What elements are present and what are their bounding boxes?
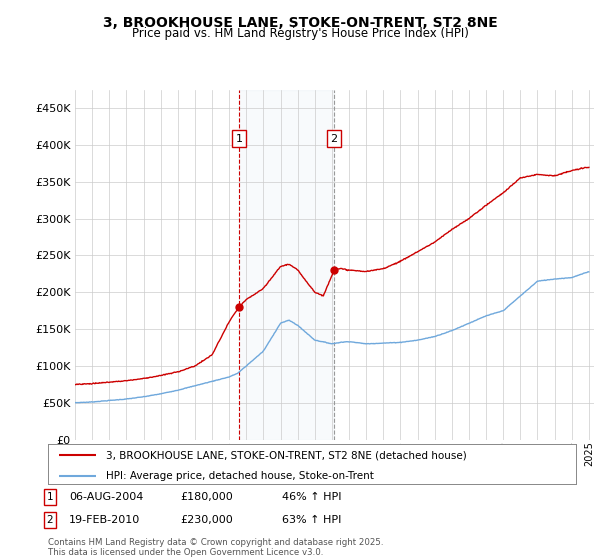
Text: Contains HM Land Registry data © Crown copyright and database right 2025.
This d: Contains HM Land Registry data © Crown c… — [48, 538, 383, 557]
Text: HPI: Average price, detached house, Stoke-on-Trent: HPI: Average price, detached house, Stok… — [106, 470, 374, 480]
Text: 06-AUG-2004: 06-AUG-2004 — [69, 492, 143, 502]
Text: £230,000: £230,000 — [180, 515, 233, 525]
Text: 3, BROOKHOUSE LANE, STOKE-ON-TRENT, ST2 8NE: 3, BROOKHOUSE LANE, STOKE-ON-TRENT, ST2 … — [103, 16, 497, 30]
Text: 63% ↑ HPI: 63% ↑ HPI — [282, 515, 341, 525]
Text: 2: 2 — [46, 515, 53, 525]
Bar — [239, 90, 334, 440]
Text: 1: 1 — [46, 492, 53, 502]
Text: £180,000: £180,000 — [180, 492, 233, 502]
Text: 3, BROOKHOUSE LANE, STOKE-ON-TRENT, ST2 8NE (detached house): 3, BROOKHOUSE LANE, STOKE-ON-TRENT, ST2 … — [106, 450, 467, 460]
Text: 2: 2 — [331, 134, 338, 143]
Text: 19-FEB-2010: 19-FEB-2010 — [69, 515, 140, 525]
Text: 1: 1 — [236, 134, 242, 143]
Text: 46% ↑ HPI: 46% ↑ HPI — [282, 492, 341, 502]
Text: Price paid vs. HM Land Registry's House Price Index (HPI): Price paid vs. HM Land Registry's House … — [131, 27, 469, 40]
